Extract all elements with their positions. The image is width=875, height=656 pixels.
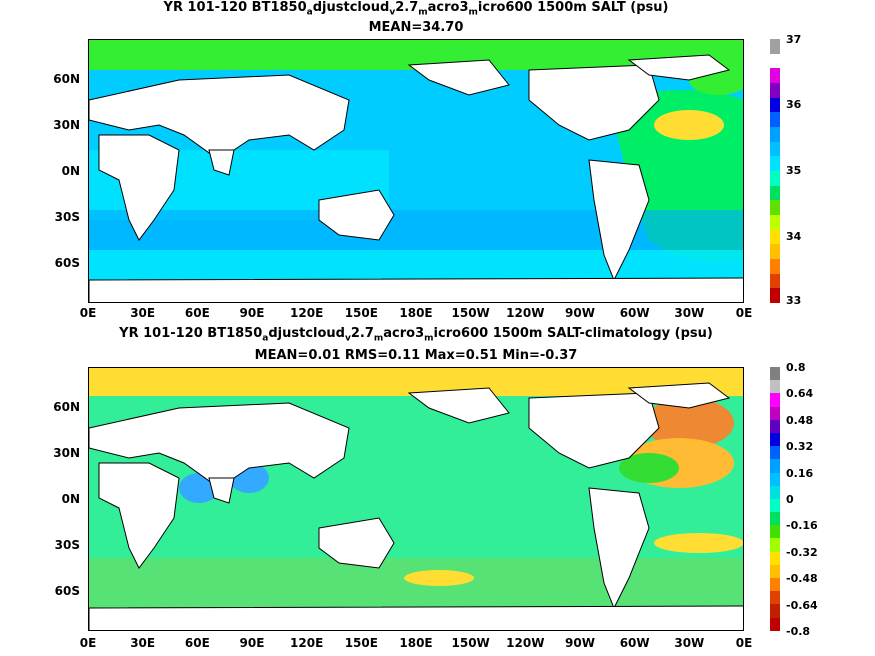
lat-label: 30N	[53, 118, 80, 132]
lon-label: 150E	[344, 306, 378, 320]
lon-label: 30W	[674, 636, 705, 650]
lon-label: 30E	[130, 306, 156, 320]
lon-label: 120E	[290, 636, 324, 650]
lat-label: 0N	[61, 492, 80, 506]
colorbar-label: 37	[786, 33, 802, 46]
lat-label: 30S	[54, 210, 80, 224]
lon-label: 0E	[79, 636, 97, 650]
salinity-colorbar	[770, 39, 780, 303]
colorbar-label: -0.64	[786, 598, 818, 612]
lon-label: 0E	[79, 306, 97, 320]
lon-label: 180E	[399, 636, 433, 650]
anomaly-colorbar	[770, 367, 780, 631]
lat-label: 30S	[54, 538, 80, 552]
colorbar-label: 35	[786, 164, 802, 177]
colorbar-label: -0.8	[786, 625, 811, 638]
panel1-stats: MEAN=34.70	[368, 20, 464, 35]
lon-label: 60E	[184, 636, 210, 650]
salinity-anomaly-map-svg	[89, 368, 743, 630]
lon-label: 90E	[239, 306, 265, 320]
colorbar-label: 0.32	[786, 440, 814, 454]
panel2-stats: MEAN=0.01 RMS=0.11 Max=0.51 Min=-0.37	[254, 348, 578, 363]
panel1-title: YR 101-120 BT1850adjustcloudv2.7macro3mi…	[163, 0, 669, 18]
colorbar-label: 34	[786, 230, 802, 243]
colorbar-label: 0	[786, 493, 794, 506]
colorbar-label: 0.64	[786, 387, 814, 401]
salinity-anomaly-map	[88, 367, 744, 631]
colorbar-label: -0.48	[786, 572, 818, 586]
lon-label: 60W	[619, 306, 650, 320]
colorbar-label: 0.16	[786, 466, 814, 480]
lon-label: 0E	[735, 636, 753, 650]
lon-label: 90W	[565, 636, 595, 650]
colorbar-label: -0.16	[786, 519, 818, 533]
lon-label: 0E	[735, 306, 753, 320]
lon-label: 90E	[239, 636, 265, 650]
lon-label: 120W	[506, 306, 545, 320]
lat-label: 30N	[53, 446, 80, 460]
lon-label: 60E	[184, 306, 210, 320]
lon-label: 120E	[290, 306, 324, 320]
lat-label: 60N	[53, 72, 80, 86]
lon-label: 30W	[674, 306, 705, 320]
lat-label: 0N	[61, 164, 80, 178]
colorbar-label: 0.8	[786, 361, 806, 374]
colorbar-label: 36	[786, 98, 802, 111]
lon-label: 180E	[399, 306, 433, 320]
lon-label: 150W	[451, 636, 490, 650]
colorbar-label: 33	[786, 294, 802, 307]
salinity-map-svg	[89, 40, 743, 302]
lat-label: 60N	[53, 400, 80, 414]
lon-label: 90W	[565, 306, 595, 320]
lon-label: 150W	[451, 306, 490, 320]
lon-label: 30E	[130, 636, 156, 650]
colorbar-label: -0.32	[786, 545, 818, 559]
colorbar-label: 0.48	[786, 413, 814, 427]
panel2-title: YR 101-120 BT1850adjustcloudv2.7macro3mi…	[119, 326, 713, 344]
lat-label: 60S	[54, 584, 80, 598]
lon-label: 60W	[619, 636, 650, 650]
salinity-map	[88, 39, 744, 303]
lon-label: 150E	[344, 636, 378, 650]
lon-label: 120W	[506, 636, 545, 650]
lat-label: 60S	[54, 256, 80, 270]
